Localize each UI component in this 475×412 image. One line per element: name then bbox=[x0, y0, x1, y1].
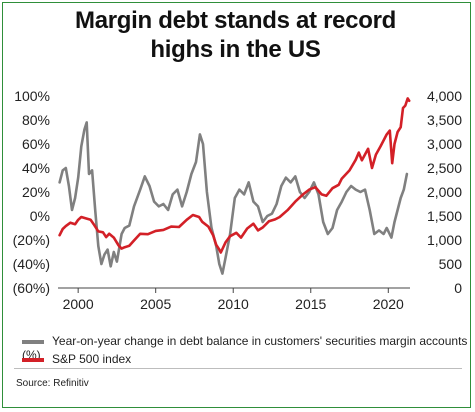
y-left-tick-label: (20%) bbox=[13, 232, 50, 248]
y-left-tick-label: 20% bbox=[22, 184, 50, 200]
legend-item-sp500: S&P 500 index bbox=[22, 352, 131, 366]
y-right-tick-label: 3,500 bbox=[427, 112, 462, 128]
chart-title-line-1: Margin debt stands at record bbox=[75, 7, 396, 34]
x-tick-label: 2005 bbox=[140, 296, 171, 312]
series-line-sp500 bbox=[58, 97, 411, 254]
y-right-tick-label: 1,000 bbox=[427, 232, 462, 248]
y-right-tick-label: 4,000 bbox=[427, 88, 462, 104]
y-left-tick-label: 40% bbox=[22, 160, 50, 176]
x-tick-label: 2000 bbox=[63, 296, 94, 312]
y-right-tick-label: 1,500 bbox=[427, 208, 462, 224]
y-left-tick-label: (40%) bbox=[13, 256, 50, 272]
legend-label-sp500: S&P 500 index bbox=[52, 352, 132, 366]
x-tick-label: 2020 bbox=[373, 296, 404, 312]
source-divider bbox=[14, 368, 462, 369]
chart-frame bbox=[2, 2, 471, 408]
y-right-tick-label: 3,000 bbox=[427, 136, 462, 152]
y-left-tick-label: (60%) bbox=[13, 280, 50, 296]
x-tick-label: 2010 bbox=[218, 296, 249, 312]
chart-title: Margin debt stands at record highs in th… bbox=[0, 6, 471, 64]
source-note: Source: Refinitiv bbox=[16, 378, 89, 389]
series-line-margin-debt bbox=[58, 121, 409, 275]
y-right-tick-label: 500 bbox=[439, 256, 463, 272]
legend-swatch-margin-debt bbox=[22, 339, 44, 344]
x-tick-label: 2015 bbox=[295, 296, 326, 312]
y-left-tick-label: 0% bbox=[30, 208, 50, 224]
y-left-tick-label: 60% bbox=[22, 136, 50, 152]
y-right-tick-label: 0 bbox=[454, 280, 462, 296]
legend-swatch-sp500 bbox=[22, 357, 44, 362]
y-right-tick-label: 2,000 bbox=[427, 184, 462, 200]
chart-title-line-2: highs in the US bbox=[150, 36, 321, 63]
y-right-tick-label: 2,500 bbox=[427, 160, 462, 176]
y-left-tick-label: 100% bbox=[14, 88, 50, 104]
y-left-tick-label: 80% bbox=[22, 112, 50, 128]
